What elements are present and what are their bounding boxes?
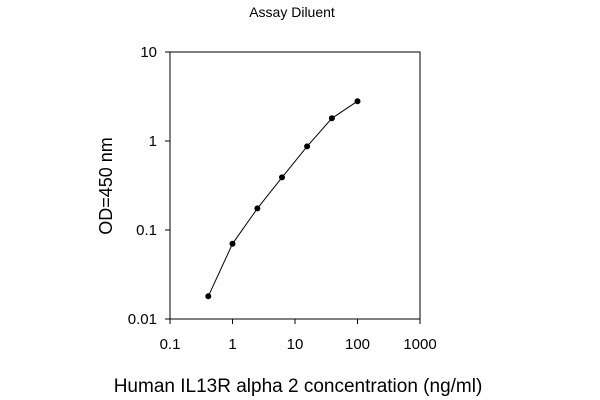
series-line	[207, 100, 358, 297]
y-tick-label: 0.01	[128, 311, 157, 328]
y-axis: 0.01 0.1 1 10	[128, 44, 170, 328]
data-point	[229, 240, 236, 247]
data-point	[354, 98, 361, 105]
y-tick-label: 1	[149, 133, 157, 150]
y-tick-label: 0.1	[136, 222, 157, 239]
data-point	[205, 293, 212, 300]
x-tick-label: 100	[345, 336, 370, 353]
x-tick-label: 10	[287, 336, 304, 353]
x-tick-label: 1000	[403, 336, 436, 353]
data-point	[328, 115, 335, 122]
data-point	[279, 174, 285, 181]
data-series	[205, 98, 361, 300]
x-tick-label: 0.1	[160, 336, 181, 353]
data-point	[304, 143, 311, 150]
y-tick-label: 10	[140, 44, 157, 61]
x-axis: 0.1 1 10 100 1000	[160, 319, 437, 353]
x-tick-label: 1	[228, 336, 236, 353]
y-axis-title: OD=450 nm	[96, 137, 116, 235]
chart-title: Assay Diluent	[249, 4, 335, 20]
data-point	[254, 205, 261, 212]
x-axis-title: Human IL13R alpha 2 concentration (ng/ml…	[114, 376, 483, 397]
plot-frame	[169, 51, 421, 320]
